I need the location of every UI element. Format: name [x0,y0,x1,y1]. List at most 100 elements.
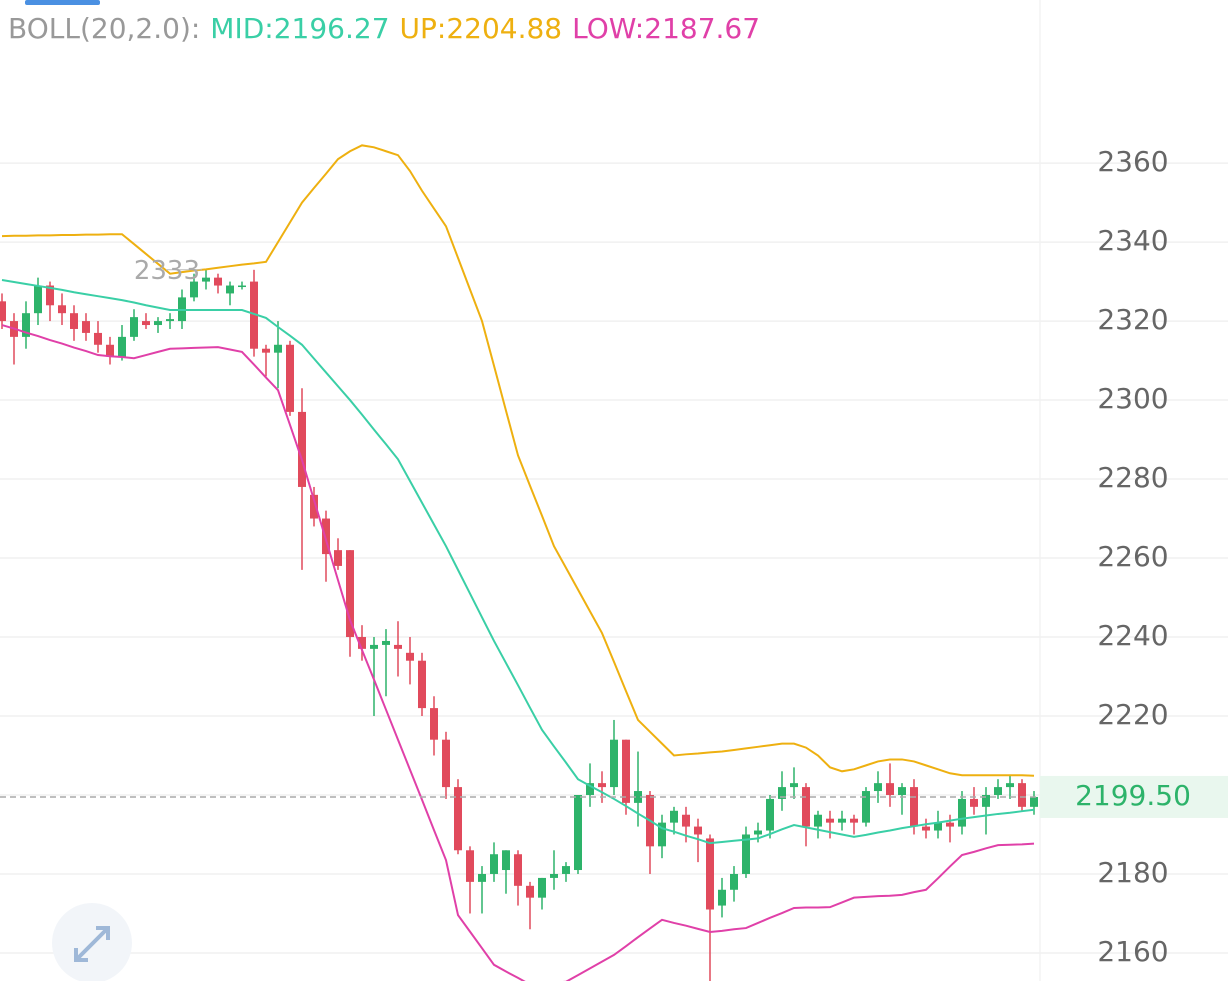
expand-icon[interactable] [74,926,110,962]
candle-body [742,834,750,874]
candle-body [958,798,966,827]
candle-body [274,344,282,353]
candle-body [550,873,558,878]
candle-body [502,850,510,871]
candle-body [970,798,978,807]
candle-body [982,794,990,807]
y-tick-label: 2160 [1097,935,1168,968]
candle-body [202,277,210,282]
candle-body [298,411,306,487]
candle-body [598,783,606,788]
candle-body [478,873,486,882]
y-tick-label: 2220 [1097,698,1168,731]
candle-body [706,838,714,910]
legend: BOLL(20,2.0): MID: 2196.27 UP: 2204.88 LOW: 2… [8,12,760,45]
candle-body [562,866,570,874]
candle-body [790,783,798,788]
legend-name: MID: [210,12,273,45]
candle-body [0,301,6,322]
candle-body [718,889,726,906]
candle-body [442,739,450,788]
candle-body [334,550,342,566]
candle-body [622,739,630,803]
candle-body [862,791,870,823]
expand-button[interactable] [52,903,132,981]
candle-body [922,826,930,831]
candle-body [826,818,834,823]
candle-body [766,798,774,831]
candle-body [94,332,102,345]
candle-body [346,550,354,638]
candle-body [610,739,618,788]
legend-value: 2187.67 [644,12,760,45]
candle-body [130,317,138,337]
candle-body [118,336,126,357]
y-tick-label: 2340 [1097,224,1168,257]
candle-body [538,877,546,898]
candle-body [58,305,66,314]
candle-body [934,822,942,831]
y-tick-label: 2360 [1097,145,1168,178]
candle-body [394,644,402,649]
candle-body [946,822,954,827]
candle-body [418,660,426,709]
candle-body [70,313,78,329]
candle-body [262,348,270,353]
candle-body [454,787,462,851]
candle-body [106,344,114,357]
candle-body [358,637,366,649]
plot: 2333 2199.50 [0,144,1228,981]
legend-value: 2196.27 [274,12,390,45]
candle-body [898,787,906,795]
legend-name: UP: [400,12,447,45]
y-tick-label: 2240 [1097,619,1168,652]
last-price-label: 2199.50 [1075,779,1191,812]
y-tick-label: 2300 [1097,382,1168,415]
candle-body [802,787,810,827]
boll-line [1,279,1035,845]
legend-name: LOW: [572,12,644,45]
candle-body [190,281,198,298]
candle-body [874,783,882,792]
candle-body [886,783,894,795]
candle-body [634,791,642,803]
candle-body [238,285,246,288]
tab-indicator [25,0,100,5]
candle-body [430,708,438,740]
candle-body [586,783,594,795]
boll-line [1,144,1035,777]
y-tick-label: 2320 [1097,303,1168,336]
candle-body [838,818,846,823]
candle-body [682,814,690,827]
candle-body [994,787,1002,795]
candle-body [778,787,786,799]
candle-body [490,854,498,874]
candle-body [46,285,54,306]
candle-body [226,285,234,294]
candle-body [694,826,702,835]
indicator-label: BOLL(20,2.0): [8,12,200,45]
candle-body [658,822,666,847]
candle-body [166,319,174,322]
legend-value: 2204.88 [446,12,562,45]
last-price-bg [1040,775,1228,818]
candle-body [322,518,330,555]
candle-body [310,494,318,519]
candle-body [910,787,918,827]
candle-body [574,794,582,871]
candle-body [754,830,762,835]
candle-body [814,814,822,827]
candle-body [214,277,222,286]
candle-body [382,640,390,645]
candle-body [1006,783,1014,788]
candle-body [82,321,90,333]
candle-body [730,873,738,890]
candle-body [370,644,378,649]
y-tick-label: 2180 [1097,856,1168,889]
candle-body [514,854,522,886]
candle-body [250,281,258,349]
candle-body [526,885,534,898]
candle-body [286,344,294,412]
boll-line [1,324,1035,981]
